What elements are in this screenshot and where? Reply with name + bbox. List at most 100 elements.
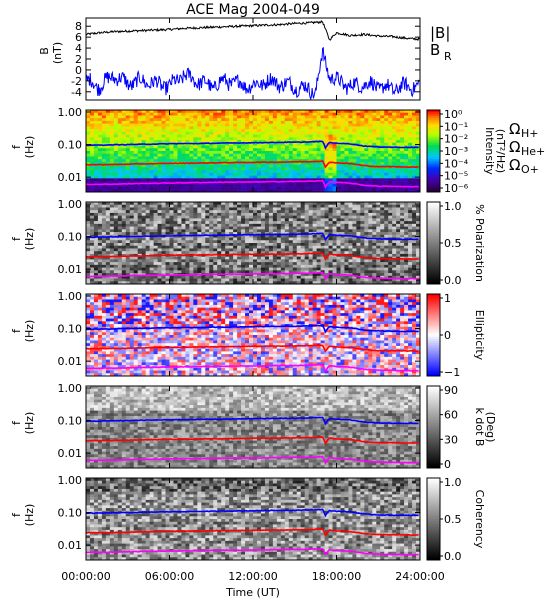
spectrogram-cell (165, 164, 170, 168)
spectrogram-cell (284, 137, 290, 141)
spectrogram-cell (189, 123, 194, 127)
spectrogram-cell (145, 120, 150, 124)
spectrogram-cell (185, 164, 190, 168)
spectrogram-cell (105, 223, 111, 227)
spectrogram-cell (93, 256, 99, 260)
spectrogram-cell (256, 234, 262, 238)
spectrogram-cell (312, 237, 317, 241)
spectrogram-cell (137, 223, 142, 227)
spectrogram-cell (380, 189, 385, 193)
spectrogram-cell (292, 212, 298, 216)
spectrogram-cell (193, 156, 198, 160)
spectrogram-cell (296, 243, 302, 247)
spectrogram-cell (181, 134, 186, 138)
spectrogram-cell (300, 245, 305, 249)
spectrogram-cell (109, 164, 115, 168)
spectrogram-cell (324, 115, 329, 119)
spectrogram-cell (149, 164, 154, 168)
spectrogram-cell (157, 221, 162, 225)
spectrogram-cell (356, 232, 361, 236)
spectrogram-cell (185, 234, 190, 238)
spectrogram-cell (249, 183, 254, 187)
spectrogram-cell (245, 126, 250, 130)
spectrogram-cell (241, 123, 246, 127)
spectrogram-cell (217, 223, 222, 227)
spectrogram-cell (412, 264, 417, 268)
spectrogram-cell (316, 123, 321, 127)
spectrogram-cell (93, 175, 99, 179)
spectrogram-cell (241, 234, 246, 238)
spectrogram-cell (177, 118, 182, 122)
spectrogram-cell (340, 175, 345, 179)
spectrogram-cell (364, 170, 369, 174)
spectrogram-cell (276, 218, 282, 222)
spectrogram-cell (161, 262, 166, 266)
spectrogram-cell (372, 151, 377, 155)
spectrogram-cell (229, 140, 234, 144)
spectrogram-cell (113, 229, 119, 233)
spectrogram-cell (272, 218, 278, 222)
spectrogram-cell (284, 270, 290, 274)
spectrogram-cell (372, 267, 377, 271)
spectrogram-cell (145, 178, 150, 182)
spectrogram-cell (161, 264, 166, 268)
spectrogram-cell (249, 256, 254, 260)
spectrogram-cell (201, 221, 206, 225)
spectrogram-cell (233, 142, 238, 146)
spectrogram-cell (316, 215, 321, 219)
spectrogram-cell (332, 218, 337, 222)
spectrogram-cell (260, 275, 266, 279)
spectrogram-cell (145, 243, 150, 247)
spectrogram-cell (392, 243, 397, 247)
spectrogram-cell (221, 262, 226, 266)
spectrogram-cell (328, 212, 333, 216)
spectrogram-cell (296, 264, 302, 268)
spectrogram-cell (201, 153, 206, 157)
spectrogram-cell (245, 186, 250, 190)
spectrogram-cell (336, 215, 341, 219)
spectrogram-cell (129, 202, 135, 206)
spectrogram-cell (344, 221, 349, 225)
spectrogram-cell (348, 204, 353, 208)
spectrogram-cell (133, 259, 138, 263)
spectrogram-cell (141, 186, 146, 190)
spectrogram-cell (392, 207, 397, 211)
spectrogram-cell (253, 253, 258, 257)
spectrogram-cell (109, 229, 115, 233)
spectrogram-cell (193, 226, 198, 230)
spectrogram-cell (276, 186, 282, 190)
spectrogram-cell (125, 278, 131, 282)
spectrogram-cell (316, 256, 321, 260)
spectrogram-cell (237, 204, 242, 208)
spectrogram-cell (328, 215, 333, 219)
spectrogram-cell (113, 270, 119, 274)
spectrogram-cell (308, 151, 313, 155)
spectrogram-cell (352, 226, 357, 230)
colorbar-cell (427, 118, 440, 121)
spectrogram-cell (264, 175, 270, 179)
spectrogram-cell (245, 245, 250, 249)
spectrogram-cell (280, 156, 286, 160)
spectrogram-cell (408, 229, 413, 233)
spectrogram-cell (205, 251, 210, 255)
spectrogram-cell (245, 248, 250, 252)
spectrogram-cell (209, 264, 214, 268)
spectrogram-cell (217, 153, 222, 157)
spectrogram-cell (280, 186, 286, 190)
spectrogram-cell (233, 131, 238, 135)
spectrogram-cell (253, 212, 258, 216)
spectrogram-cell (300, 120, 305, 124)
spectrogram-cell (352, 232, 357, 236)
spectrogram-cell (149, 153, 154, 157)
spectrogram-cell (256, 267, 262, 271)
spectrogram-cell (372, 202, 377, 206)
spectrogram-cell (141, 148, 146, 152)
spectrogram-cell (201, 115, 206, 119)
spectrogram-cell (125, 221, 131, 225)
spectrogram-cell (276, 267, 282, 271)
spectrogram-cell (121, 275, 127, 279)
spectrogram-cell (360, 175, 365, 179)
spectrogram-cell (109, 202, 115, 206)
spectrogram-cell (121, 118, 127, 122)
spectrogram-cell (149, 178, 154, 182)
